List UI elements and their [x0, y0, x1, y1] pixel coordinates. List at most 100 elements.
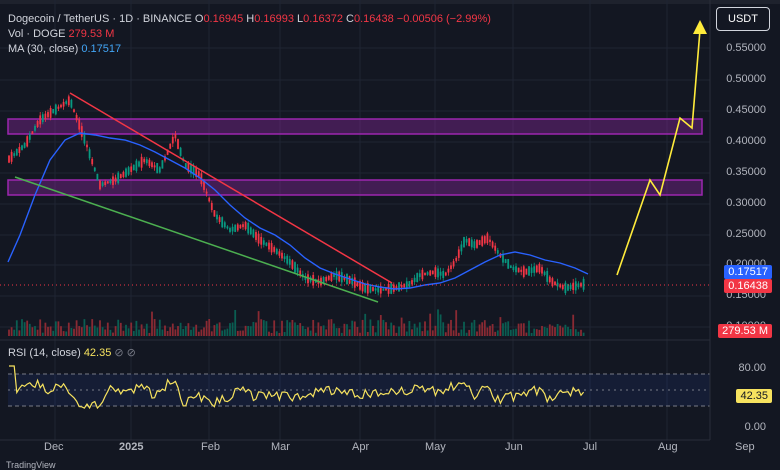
volume-bar: [117, 319, 120, 336]
volume-bar: [197, 331, 200, 336]
support-trendline[interactable]: [14, 176, 379, 303]
candle-body: [268, 242, 270, 250]
candle-body: [559, 284, 562, 288]
candle-body: [62, 101, 65, 107]
candle-body: [351, 277, 354, 285]
open-value: 0.16945: [203, 13, 244, 25]
volume-bar: [177, 326, 179, 336]
volume-bar: [390, 322, 393, 336]
volume-bar: [434, 325, 437, 336]
volume-bar: [239, 330, 242, 336]
candle-body: [242, 224, 244, 228]
volume-bar: [96, 327, 99, 336]
candle-body: [47, 112, 49, 118]
candle-body: [283, 256, 286, 260]
candle-body: [262, 240, 265, 245]
volume-bar: [356, 327, 359, 336]
volume-bar: [559, 325, 562, 336]
candle-body: [28, 134, 31, 140]
candle-body: [338, 271, 341, 282]
volume-bar: [145, 323, 148, 336]
candle-body: [135, 160, 138, 171]
high-value: 0.16993: [254, 13, 294, 25]
volume-bar: [312, 319, 315, 336]
volume-bar: [10, 327, 13, 336]
volume-bar: [99, 320, 101, 336]
candle-body: [255, 232, 257, 240]
candle-body: [460, 244, 463, 252]
candle-body: [455, 257, 458, 261]
rsi-axis-label: 80.00: [738, 362, 766, 374]
volume-bar: [486, 327, 489, 336]
candle-body: [366, 283, 369, 294]
visibility-icon[interactable]: ⊘ ⊘: [114, 347, 136, 359]
volume-bar: [405, 331, 408, 336]
candle-body: [520, 269, 523, 272]
candle-body: [538, 263, 541, 273]
volume-bar: [179, 322, 182, 336]
volume-bar: [106, 322, 109, 336]
candle-body: [130, 166, 133, 172]
rsi-legend[interactable]: RSI (14, close) 42.35 ⊘ ⊘: [8, 346, 136, 359]
ma-label[interactable]: MA (30, close): [8, 43, 79, 55]
close-value: 0.16438: [353, 13, 394, 25]
candle-body: [158, 167, 161, 173]
candle-body: [65, 101, 68, 104]
candle-body: [395, 286, 398, 290]
volume-bar: [346, 324, 348, 336]
candle-body: [361, 282, 364, 292]
price-projection-path[interactable]: [616, 29, 701, 276]
volume-bar: [112, 332, 114, 336]
candle-body: [15, 149, 18, 156]
tradingview-logo[interactable]: TradingView: [6, 460, 56, 470]
chart-legend: Dogecoin / TetherUS · 1D · BINANCE O0.16…: [8, 12, 491, 57]
candle-body: [335, 271, 338, 280]
volume-bar: [554, 327, 556, 336]
volume-bar: [439, 314, 442, 336]
candle-body: [223, 222, 226, 228]
volume-bar: [255, 322, 257, 336]
volume-bar: [535, 329, 538, 336]
volume-bar: [530, 332, 533, 336]
resistance-zone-lower[interactable]: [7, 179, 703, 196]
volume-bar: [569, 329, 572, 336]
volume-bar: [343, 323, 346, 336]
volume-bar: [262, 320, 265, 336]
candle-body: [140, 156, 143, 168]
candle-body: [408, 281, 411, 288]
candle-body: [99, 180, 101, 190]
candle-body: [504, 259, 507, 263]
price-axis-label: 0.40000: [726, 135, 766, 147]
candle-body: [400, 284, 403, 288]
candle-body: [60, 104, 62, 108]
volume-bar: [509, 329, 512, 336]
volume-bar: [372, 325, 374, 336]
volume-bar: [400, 317, 403, 336]
candle-body: [39, 115, 42, 125]
candle-body: [249, 227, 252, 235]
volume-label[interactable]: Vol · DOGE: [8, 28, 66, 40]
volume-bar: [364, 313, 367, 336]
volume-bar: [127, 328, 130, 336]
candle-body: [195, 167, 198, 178]
candle-body: [572, 282, 575, 290]
resistance-zone-upper[interactable]: [7, 118, 703, 135]
candle-body: [179, 147, 182, 156]
volume-bar: [23, 322, 26, 336]
candle-body: [216, 214, 218, 220]
candle-body: [34, 125, 36, 131]
volume-bar: [515, 328, 517, 336]
downtrend-line[interactable]: [69, 92, 393, 284]
ma-price-tag: 0.17517: [724, 265, 772, 279]
volume-bar: [156, 328, 159, 336]
candle-body: [260, 236, 263, 245]
volume-bar: [348, 329, 351, 336]
volume-bar: [174, 329, 177, 336]
candle-body: [236, 224, 239, 231]
volume-value: 279.53 M: [68, 28, 115, 40]
symbol-label[interactable]: Dogecoin / TetherUS · 1D · BINANCE: [8, 13, 192, 25]
volume-bar: [528, 320, 530, 336]
volume-bar: [195, 324, 198, 336]
currency-button[interactable]: USDT: [716, 7, 770, 31]
